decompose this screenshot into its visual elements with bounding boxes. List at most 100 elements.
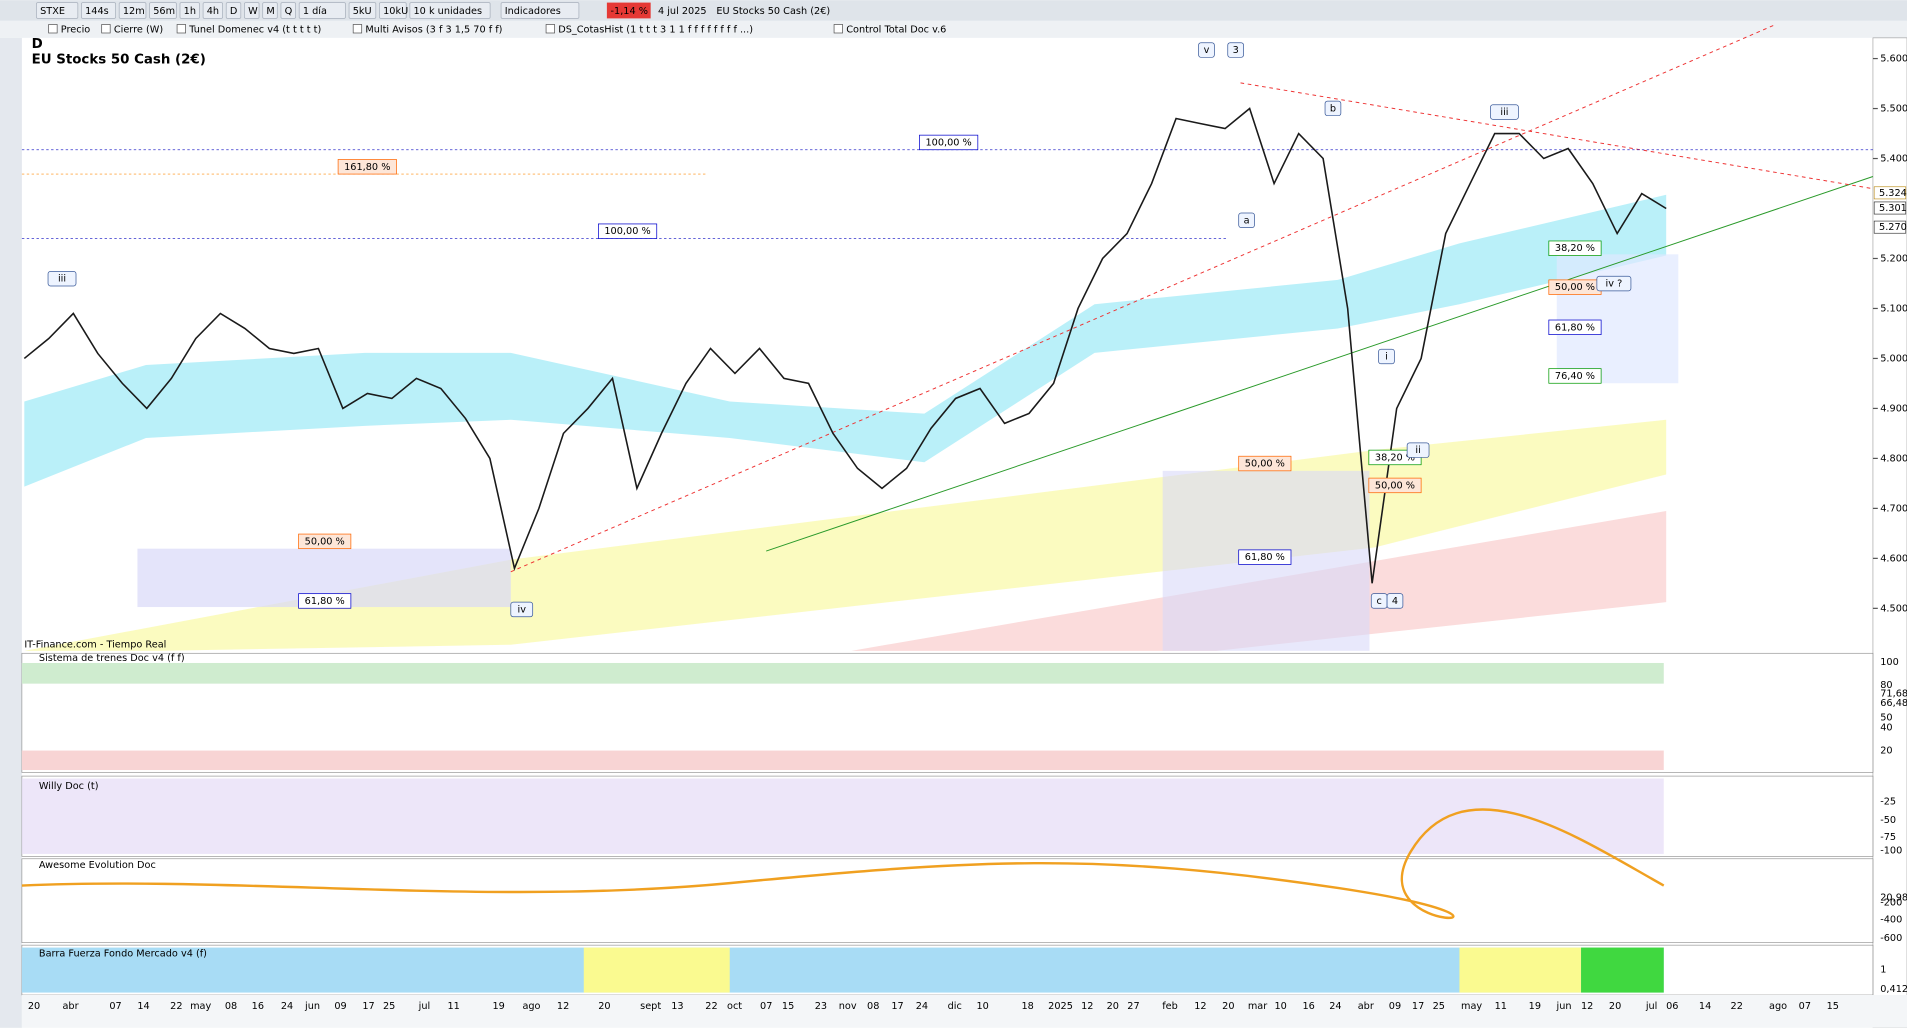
annotation: 100,00 %: [925, 137, 971, 148]
x-tick-label: 12: [1194, 1001, 1206, 1012]
indicator-name[interactable]: Multi Avisos (3 f 3 1,5 70 f f): [365, 24, 502, 35]
x-tick-label: 17: [1412, 1001, 1424, 1012]
button-label[interactable]: 4h: [207, 6, 219, 17]
x-tick-label: 19: [1529, 1001, 1541, 1012]
annotation: iii: [1500, 107, 1508, 118]
x-tick-label: 25: [1433, 1001, 1445, 1012]
panel-zone: [21, 750, 1664, 771]
x-tick-label: nov: [839, 1001, 857, 1012]
indicator-name[interactable]: Control Total Doc v.6: [846, 24, 946, 35]
button-label[interactable]: 10 k unidades: [414, 6, 483, 17]
y-tick-label: 5.100: [1880, 303, 1907, 314]
last-price-tag: [1873, 201, 1907, 215]
button-label[interactable]: D: [230, 6, 237, 17]
button-label[interactable]: 144s: [85, 6, 109, 17]
x-axis: [21, 995, 1907, 1028]
panel-tick-label: -600: [1880, 933, 1902, 944]
indicator-name[interactable]: Cierre (W): [114, 24, 163, 35]
annotation: 161,80 %: [344, 162, 390, 173]
button[interactable]: [500, 2, 580, 19]
x-tick-label: 20: [28, 1001, 40, 1012]
button[interactable]: [262, 2, 278, 19]
button[interactable]: [81, 2, 116, 19]
button-label[interactable]: 5kU: [353, 6, 372, 17]
y-tick-label: 4.900: [1880, 403, 1907, 414]
x-tick-label: 25: [383, 1001, 395, 1012]
panel-3: [21, 858, 1874, 944]
button-label[interactable]: Indicadores: [505, 6, 561, 17]
x-tick-label: 17: [891, 1001, 903, 1012]
annotation: a: [1244, 215, 1250, 226]
cyan-band: [24, 194, 1667, 487]
annotation-box: [1238, 549, 1292, 565]
indicator-check[interactable]: [352, 24, 363, 34]
x-tick-label: 20: [1107, 1001, 1119, 1012]
x-tick-label: 2025: [1048, 1001, 1073, 1012]
button[interactable]: [379, 2, 407, 19]
button-label[interactable]: 56m: [153, 6, 175, 17]
button-label[interactable]: 1h: [184, 6, 196, 17]
panel-tick-label: -75: [1880, 832, 1896, 843]
x-tick-label: 07: [760, 1001, 772, 1012]
x-tick-label: sept: [640, 1001, 661, 1012]
button-label[interactable]: 10kU: [383, 6, 408, 17]
dynamic: STXE 144s 12m 56m 1h 4h D W M Q 1 día 5kU 10kU 10 k u…: [23, 2, 1907, 1012]
button-label[interactable]: 1 día: [303, 5, 327, 17]
x-tick-label: 07: [1799, 1001, 1811, 1012]
button-label[interactable]: 12m: [123, 6, 145, 17]
x-tick-label: 12: [557, 1001, 569, 1012]
button-label[interactable]: Q: [285, 6, 293, 17]
x-tick-label: 13: [671, 1001, 683, 1012]
x-tick-label: 15: [1827, 1001, 1839, 1012]
button[interactable]: [36, 2, 79, 19]
indicator-name[interactable]: DS_CotasHist (1 t t t 3 1 1 f f f f f f …: [558, 24, 753, 35]
annotation: b: [1330, 103, 1336, 114]
x-tick-label: 07: [109, 1001, 121, 1012]
panel-zone: [21, 778, 1664, 854]
button[interactable]: [348, 2, 377, 19]
indicator-name[interactable]: Precio: [61, 24, 90, 35]
indicator-check[interactable]: [176, 24, 186, 34]
fib-box: [1556, 254, 1679, 384]
button-label[interactable]: M: [266, 6, 274, 17]
button[interactable]: [179, 2, 200, 19]
last-price-tag: [1873, 186, 1907, 200]
indicator-check[interactable]: [101, 24, 111, 34]
x-tick-label: 14: [1699, 1001, 1711, 1012]
indicator-check[interactable]: [833, 24, 843, 34]
button[interactable]: [225, 2, 242, 19]
button[interactable]: [149, 2, 177, 19]
button[interactable]: [118, 2, 147, 19]
button[interactable]: [280, 2, 296, 19]
annotation-box: [1490, 104, 1519, 120]
x-tick-label: abr: [62, 1001, 78, 1012]
indicator-check[interactable]: [545, 24, 555, 34]
indicator-bar: [0, 20, 1907, 38]
button[interactable]: [298, 2, 346, 19]
button[interactable]: [244, 2, 260, 19]
interval: D: [32, 37, 43, 52]
last-price-label: 5.301: [1879, 203, 1907, 214]
button[interactable]: [409, 2, 491, 19]
annotation: 38,20 %: [1555, 243, 1595, 254]
button-label[interactable]: W: [248, 6, 258, 17]
x-tick-label: 09: [334, 1001, 346, 1012]
side-toolbar: [0, 37, 22, 1028]
x-tick-label: 24: [916, 1001, 928, 1012]
indicator-check[interactable]: [48, 24, 58, 34]
annotation-box: [337, 159, 397, 175]
annotation: 61,80 %: [1555, 322, 1595, 333]
annotation-box: [1548, 368, 1602, 384]
x-tick-label: 20: [1609, 1001, 1621, 1012]
strength-bar: [1459, 947, 1582, 993]
panel-tick-label: 80: [1880, 680, 1892, 691]
button-label[interactable]: STXE: [40, 6, 65, 17]
x-tick-label: jun: [1556, 1001, 1572, 1012]
annotation: 61,80 %: [305, 596, 345, 607]
y-tick-label: 4.800: [1880, 453, 1907, 464]
annotation: 50,00 %: [1245, 459, 1285, 470]
strength-bar: [1581, 947, 1664, 993]
button[interactable]: [202, 2, 223, 19]
change: -1,14 %: [611, 6, 648, 17]
indicator-name[interactable]: Tunel Domenec v4 (t t t t t): [188, 24, 321, 35]
